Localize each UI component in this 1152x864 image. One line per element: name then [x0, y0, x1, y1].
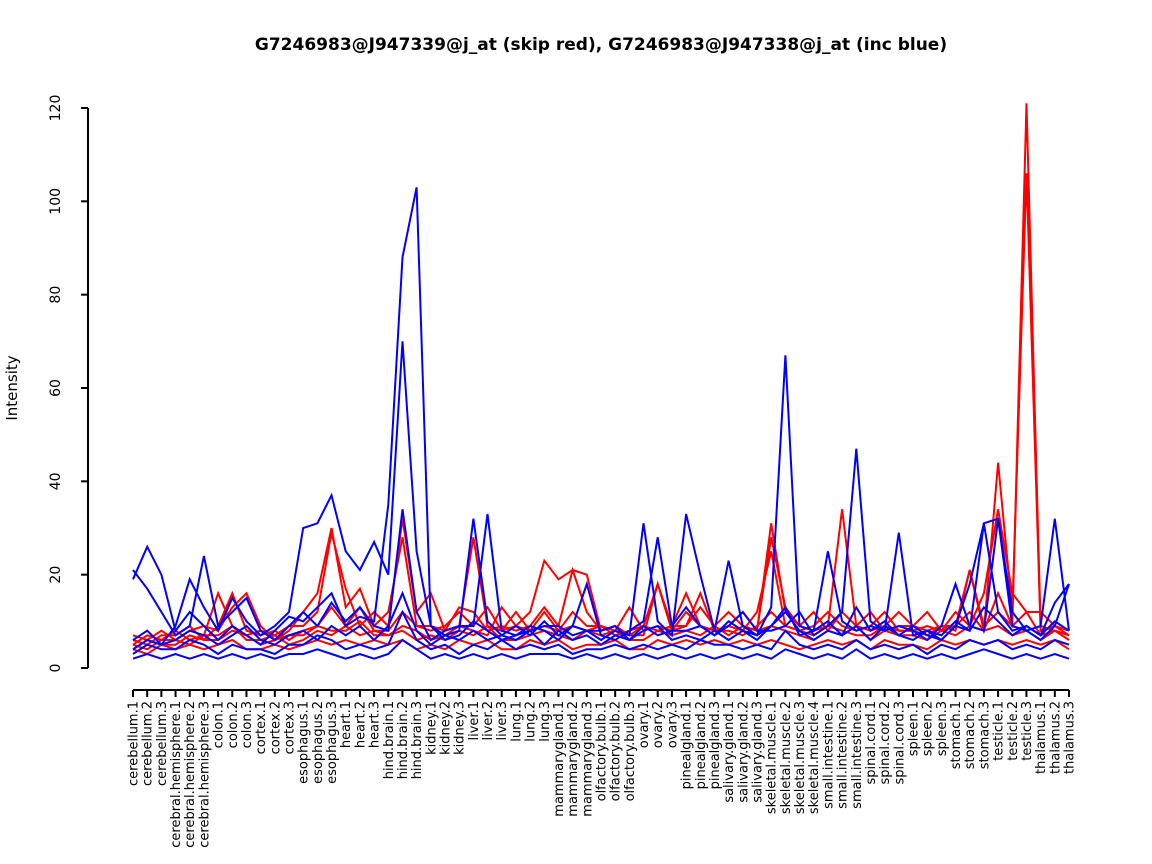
x-tick-label: cerebellum.2	[141, 701, 156, 786]
x-tick-label: lung.2	[524, 701, 539, 742]
x-tick-label: small.intestine.3	[850, 701, 865, 809]
x-tick-label: mammarygland.3	[580, 701, 595, 817]
series-line-inc-blue-4	[132, 517, 1070, 651]
x-tick-label: heart.3	[368, 701, 383, 748]
x-tick-label: salivary.gland.3	[751, 701, 766, 803]
x-tick-label: ovary.2	[651, 701, 666, 748]
x-tick-label: salivary.gland.1	[722, 701, 737, 803]
x-tick-label: mammarygland.2	[566, 701, 581, 817]
x-tick-label: cerebral.hemisphere.1	[169, 701, 184, 848]
x-tick-label: esophagus.2	[311, 701, 326, 784]
x-tick-label: thalamus.1	[1034, 701, 1049, 774]
x-tick-label: colon.2	[226, 701, 241, 748]
x-tick-label: lung.1	[509, 701, 524, 742]
series-line-skip-red-3	[132, 509, 1070, 642]
y-tick-label: 20	[48, 566, 64, 584]
x-tick-label: hind.brain.3	[410, 701, 425, 779]
x-tick-label: stomach.3	[977, 701, 992, 769]
x-tick-label: pinealgland.2	[694, 701, 709, 789]
x-tick-label: spinal.cord.3	[892, 701, 907, 784]
y-tick-label: 0	[48, 664, 64, 673]
x-tick-label: pinealgland.3	[708, 701, 723, 789]
y-tick-label: 80	[48, 286, 64, 304]
x-tick-label: thalamus.2	[1048, 701, 1063, 774]
x-tick-label: kidney.3	[453, 701, 468, 755]
series-line-inc-blue-6	[132, 609, 1070, 656]
y-axis	[81, 106, 89, 669]
x-tick-label: mammarygland.1	[552, 701, 567, 817]
y-tick-label: 60	[48, 379, 64, 397]
y-tick-label: 40	[48, 472, 64, 490]
x-tick-label: skeletal.muscle.3	[793, 701, 808, 814]
x-tick-label: colon.3	[240, 701, 255, 748]
x-tick-label: stomach.2	[963, 701, 978, 769]
x-tick-label: colon.1	[212, 701, 227, 748]
y-axis-title: Intensity	[3, 355, 21, 420]
x-tick-label: kidney.2	[439, 701, 454, 755]
x-tick-label: testicle.3	[1020, 701, 1035, 761]
x-tick-label: skeletal.muscle.1	[765, 701, 780, 814]
x-tick-label: cortex.1	[254, 701, 269, 754]
y-tick-label: 100	[48, 188, 64, 215]
x-tick-label: cerebral.hemisphere.3	[197, 701, 212, 848]
x-tick-label: cerebellum.1	[127, 701, 142, 786]
x-tick-label: salivary.gland.2	[736, 701, 751, 803]
x-tick-label: esophagus.3	[325, 701, 340, 784]
series-line-inc-blue-2	[132, 341, 1070, 647]
series-line-inc-blue-3	[132, 448, 1070, 642]
x-tick-label: olfactory.bulb.3	[623, 701, 638, 801]
x-tick-label: spinal.cord.1	[864, 701, 879, 784]
chart-title: G7246983@J947339@j_at (skip red), G72469…	[255, 35, 947, 55]
x-tick-label: small.intestine.1	[821, 701, 836, 809]
x-tick-label: hind.brain.1	[382, 701, 397, 779]
x-tick-label: spleen.3	[935, 701, 950, 756]
x-tick-label: small.intestine.2	[836, 701, 851, 809]
x-tick-label: spleen.2	[921, 701, 936, 756]
x-tick-label: pinealgland.1	[680, 701, 695, 789]
x-tick-label: hind.brain.2	[396, 701, 411, 779]
x-tick-label: skeletal.muscle.2	[779, 701, 794, 814]
x-tick-labels: cerebellum.1 cerebellum.2 cerebellum.3 cere…	[127, 701, 1078, 848]
x-tick-label: testicle.1	[992, 701, 1007, 761]
x-tick-label: olfactory.bulb.1	[595, 701, 610, 801]
x-tick-label: thalamus.3	[1063, 701, 1078, 774]
x-tick-label: esophagus.1	[297, 701, 312, 784]
x-tick-label: stomach.1	[949, 701, 964, 769]
x-tick-label: kidney.1	[424, 701, 439, 755]
series-line-skip-red-1	[132, 103, 1070, 646]
x-tick-label: cerebellum.3	[155, 701, 170, 786]
y-tick-label: 120	[48, 95, 64, 122]
series-line-inc-blue-5	[132, 638, 1070, 660]
x-tick-label: heart.2	[353, 701, 368, 748]
x-tick-label: lung.3	[538, 701, 553, 742]
x-tick-label: liver.3	[495, 701, 510, 740]
x-tick-label: cortex.3	[283, 701, 298, 754]
x-tick-label: ovary.1	[637, 701, 652, 748]
x-tick-label: spinal.cord.2	[878, 701, 893, 784]
x-tick-label: cortex.2	[268, 701, 283, 754]
x-tick-label: ovary.3	[665, 701, 680, 748]
y-tick-labels: 0 20 40 60 80 100 120	[48, 95, 64, 673]
series-line-inc-blue-1	[132, 187, 1070, 646]
x-tick-label: skeletal.muscle.4	[807, 701, 822, 814]
x-tick-label: liver.1	[467, 701, 482, 740]
x-tick-label: spleen.1	[907, 701, 922, 756]
x-tick-label: liver.2	[481, 701, 496, 740]
x-tick-label: testicle.2	[1006, 701, 1021, 761]
x-tick-label: cerebral.hemisphere.2	[183, 701, 198, 848]
x-axis	[132, 689, 1070, 697]
x-tick-label: heart.1	[339, 701, 354, 748]
series-lines	[132, 103, 1070, 660]
x-tick-label: olfactory.bulb.2	[609, 701, 624, 801]
series-line-skip-red-2	[132, 173, 1070, 646]
